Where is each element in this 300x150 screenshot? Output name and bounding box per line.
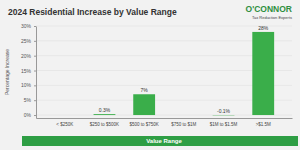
y-tick: 0% — [24, 112, 36, 118]
y-tick-label: 25% — [21, 38, 32, 44]
x-tick: $1M to $1.5M — [210, 118, 238, 127]
y-tick: 10% — [21, 82, 36, 88]
grid-line — [36, 26, 292, 27]
bar — [213, 115, 235, 116]
x-tick: $250 to $500K — [90, 118, 119, 127]
y-tick: 30% — [21, 23, 36, 29]
x-tick-label: < $250K — [56, 122, 73, 127]
data-label: -0.1% — [217, 108, 231, 114]
chart: 2024 Residential Increase by Value Range… — [0, 0, 300, 150]
logo-name: O'CONNOR — [246, 4, 292, 14]
x-tick-label: $250 to $500K — [90, 122, 119, 127]
grid — [36, 26, 292, 115]
x-axis-title-band — [22, 136, 298, 146]
data-labels: 0.3% 7% -0.1% 28% — [99, 25, 269, 114]
y-tick-mark — [34, 100, 36, 101]
y-tick-mark — [34, 71, 36, 72]
y-tick-mark — [34, 41, 36, 42]
y-tick-label: 20% — [21, 53, 32, 59]
y-tick-mark — [34, 85, 36, 86]
y-tick-label: 30% — [21, 23, 32, 29]
y-tick-mark — [34, 26, 36, 27]
title: 2024 Residential Increase by Value Range — [8, 7, 177, 17]
y-tick: 15% — [21, 68, 36, 74]
x-axis: < $250K $250 to $500K $500 to $750K $750 to… — [37, 118, 293, 127]
x-axis-title: Value Range — [146, 138, 182, 144]
plot: 0% 5% 10% 15% 20% 25% 30% < $250K $250 to $500K $… — [21, 23, 293, 127]
y-tick-label: 5% — [24, 97, 32, 103]
bars — [94, 32, 275, 115]
x-tick: < $250K — [56, 118, 73, 127]
y-tick-label: 10% — [21, 82, 32, 88]
bar — [94, 114, 116, 116]
bar — [252, 32, 274, 115]
bar — [54, 115, 76, 116]
y-tick: 5% — [24, 97, 36, 103]
x-tick-label: $750 to $1M — [171, 122, 196, 127]
x-tick-label: $1M to $1.5M — [210, 122, 238, 127]
y-tick-mark — [34, 115, 36, 116]
x-tick: $750 to $1M — [171, 118, 196, 127]
data-label: 7% — [141, 87, 149, 93]
x-tick-label: >$1.5M — [256, 122, 271, 127]
x-tick-label: $500 to $750K — [130, 122, 159, 127]
bar — [173, 115, 195, 116]
y-tick-label: 15% — [21, 68, 32, 74]
x-tick: >$1.5M — [256, 118, 271, 127]
data-label: 0.3% — [99, 107, 111, 113]
y-axis-title: Percentage Increase — [4, 49, 10, 95]
bar — [133, 94, 155, 115]
y-axis: 0% 5% 10% 15% 20% 25% 30% — [21, 23, 37, 118]
y-tick-mark — [34, 56, 36, 57]
logo-tagline: Tax Reduction Experts — [252, 15, 292, 20]
background — [0, 0, 300, 150]
x-tick: $500 to $750K — [130, 118, 159, 127]
data-label: 28% — [258, 25, 269, 31]
y-tick-label: 0% — [24, 112, 32, 118]
y-axis-line — [36, 27, 37, 119]
y-tick: 25% — [21, 38, 36, 44]
y-tick: 20% — [21, 53, 36, 59]
x-axis-line — [37, 118, 293, 119]
